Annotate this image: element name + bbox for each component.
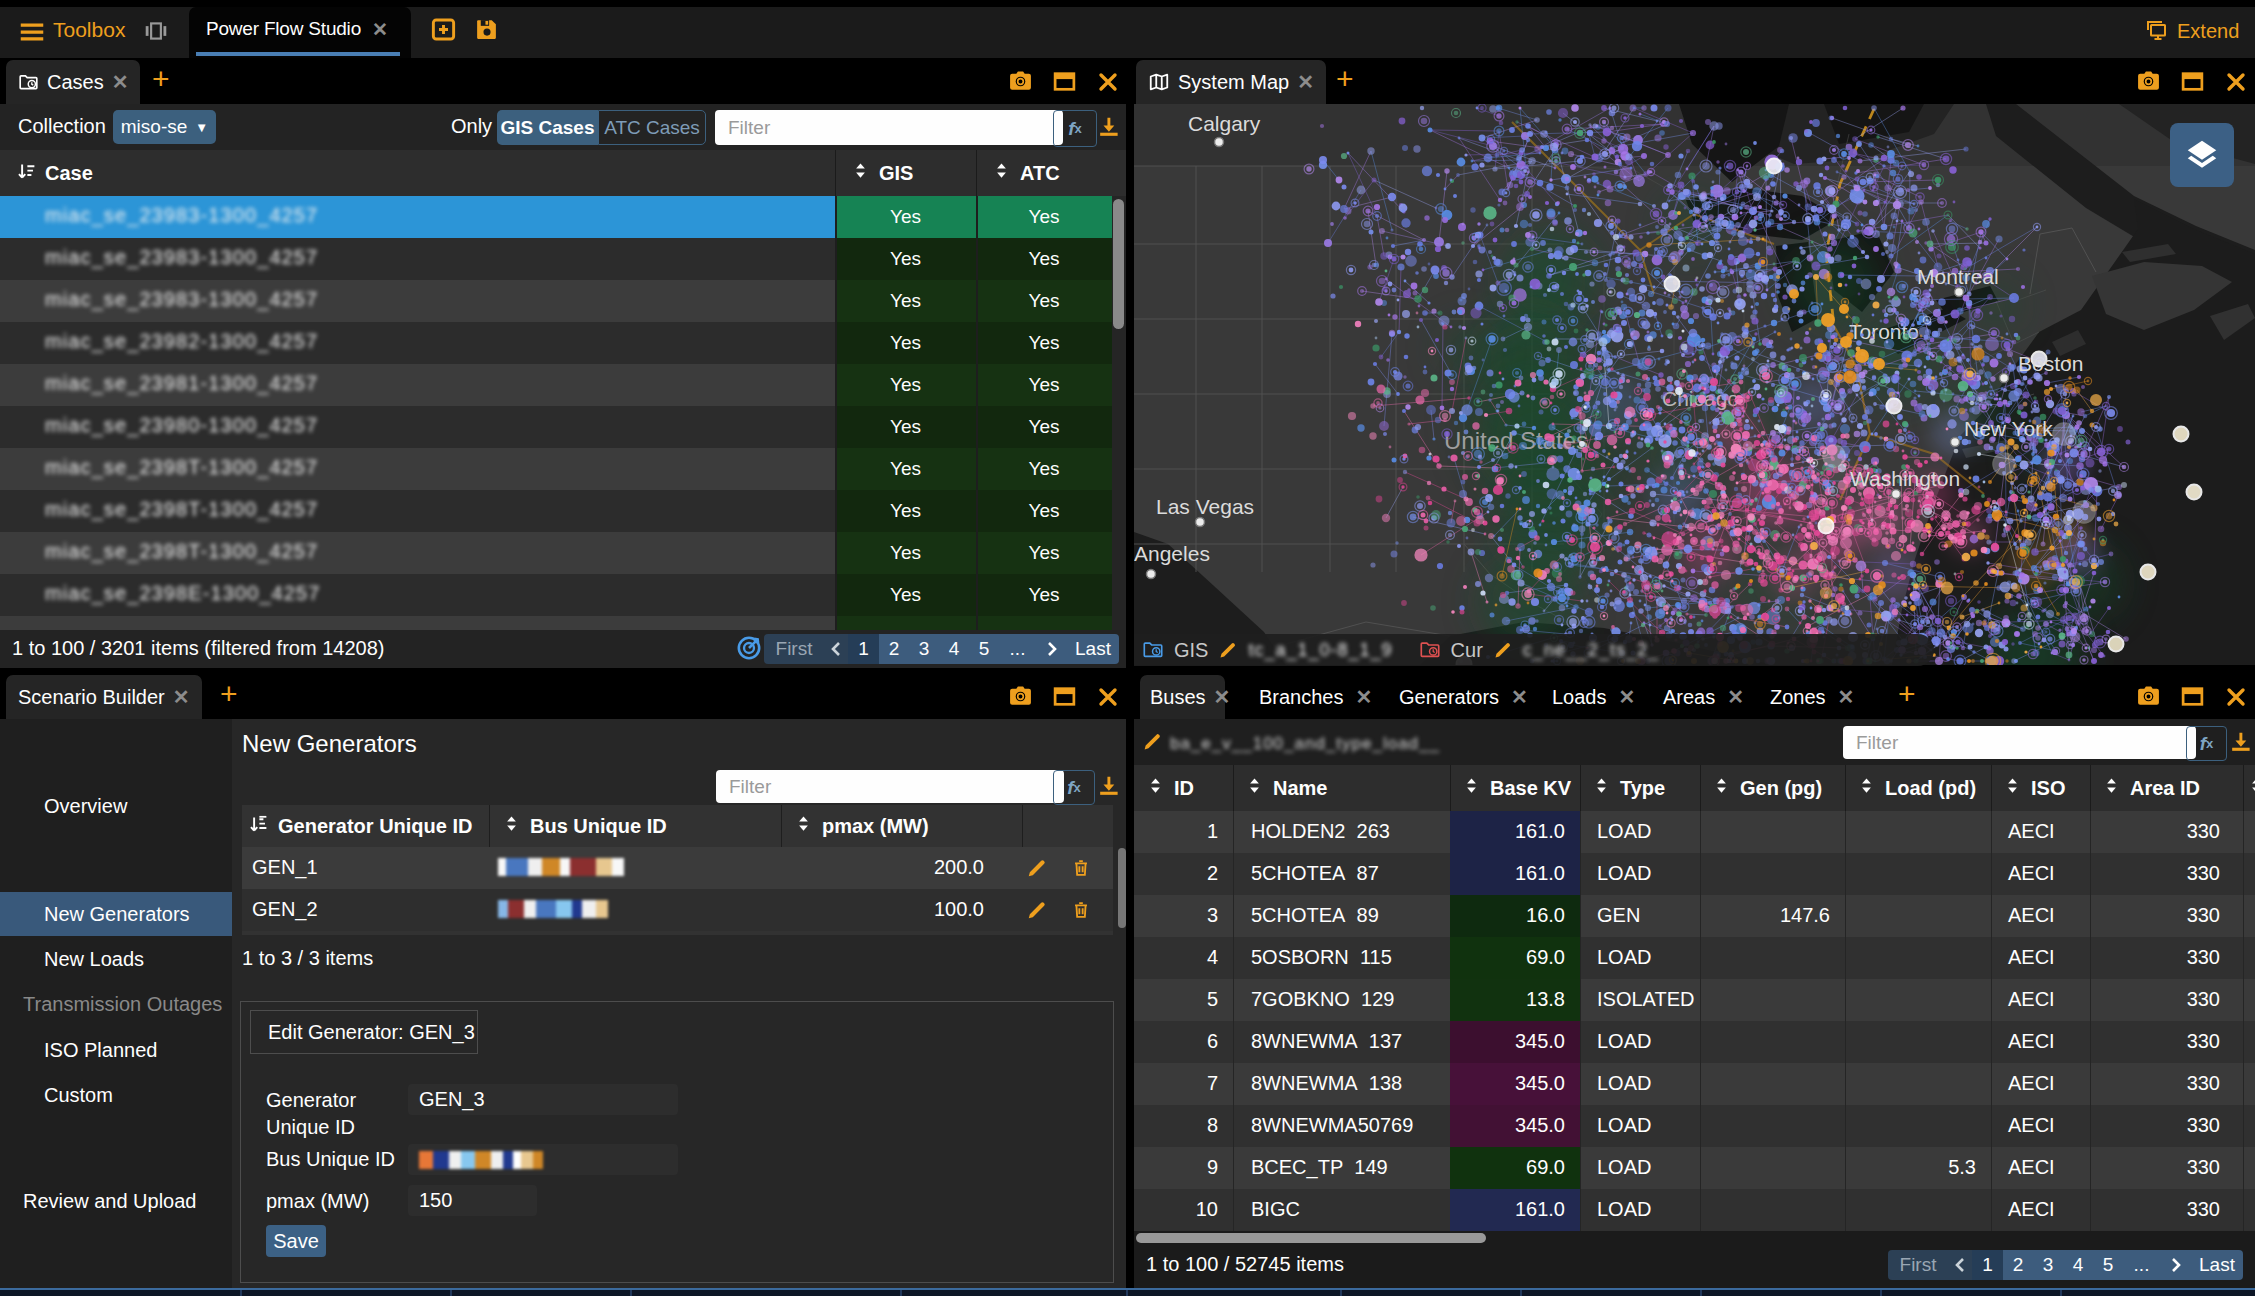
svg-text:New York: New York (1964, 417, 2053, 440)
svg-text:Boston: Boston (2018, 352, 2083, 375)
svg-text:Washington: Washington (1850, 467, 1960, 490)
svg-text:Las Vegas: Las Vegas (1156, 495, 1254, 518)
svg-text:Montreal: Montreal (1917, 265, 1999, 288)
svg-text:Angeles: Angeles (1134, 542, 1210, 565)
svg-text:Calgary: Calgary (1188, 112, 1261, 135)
